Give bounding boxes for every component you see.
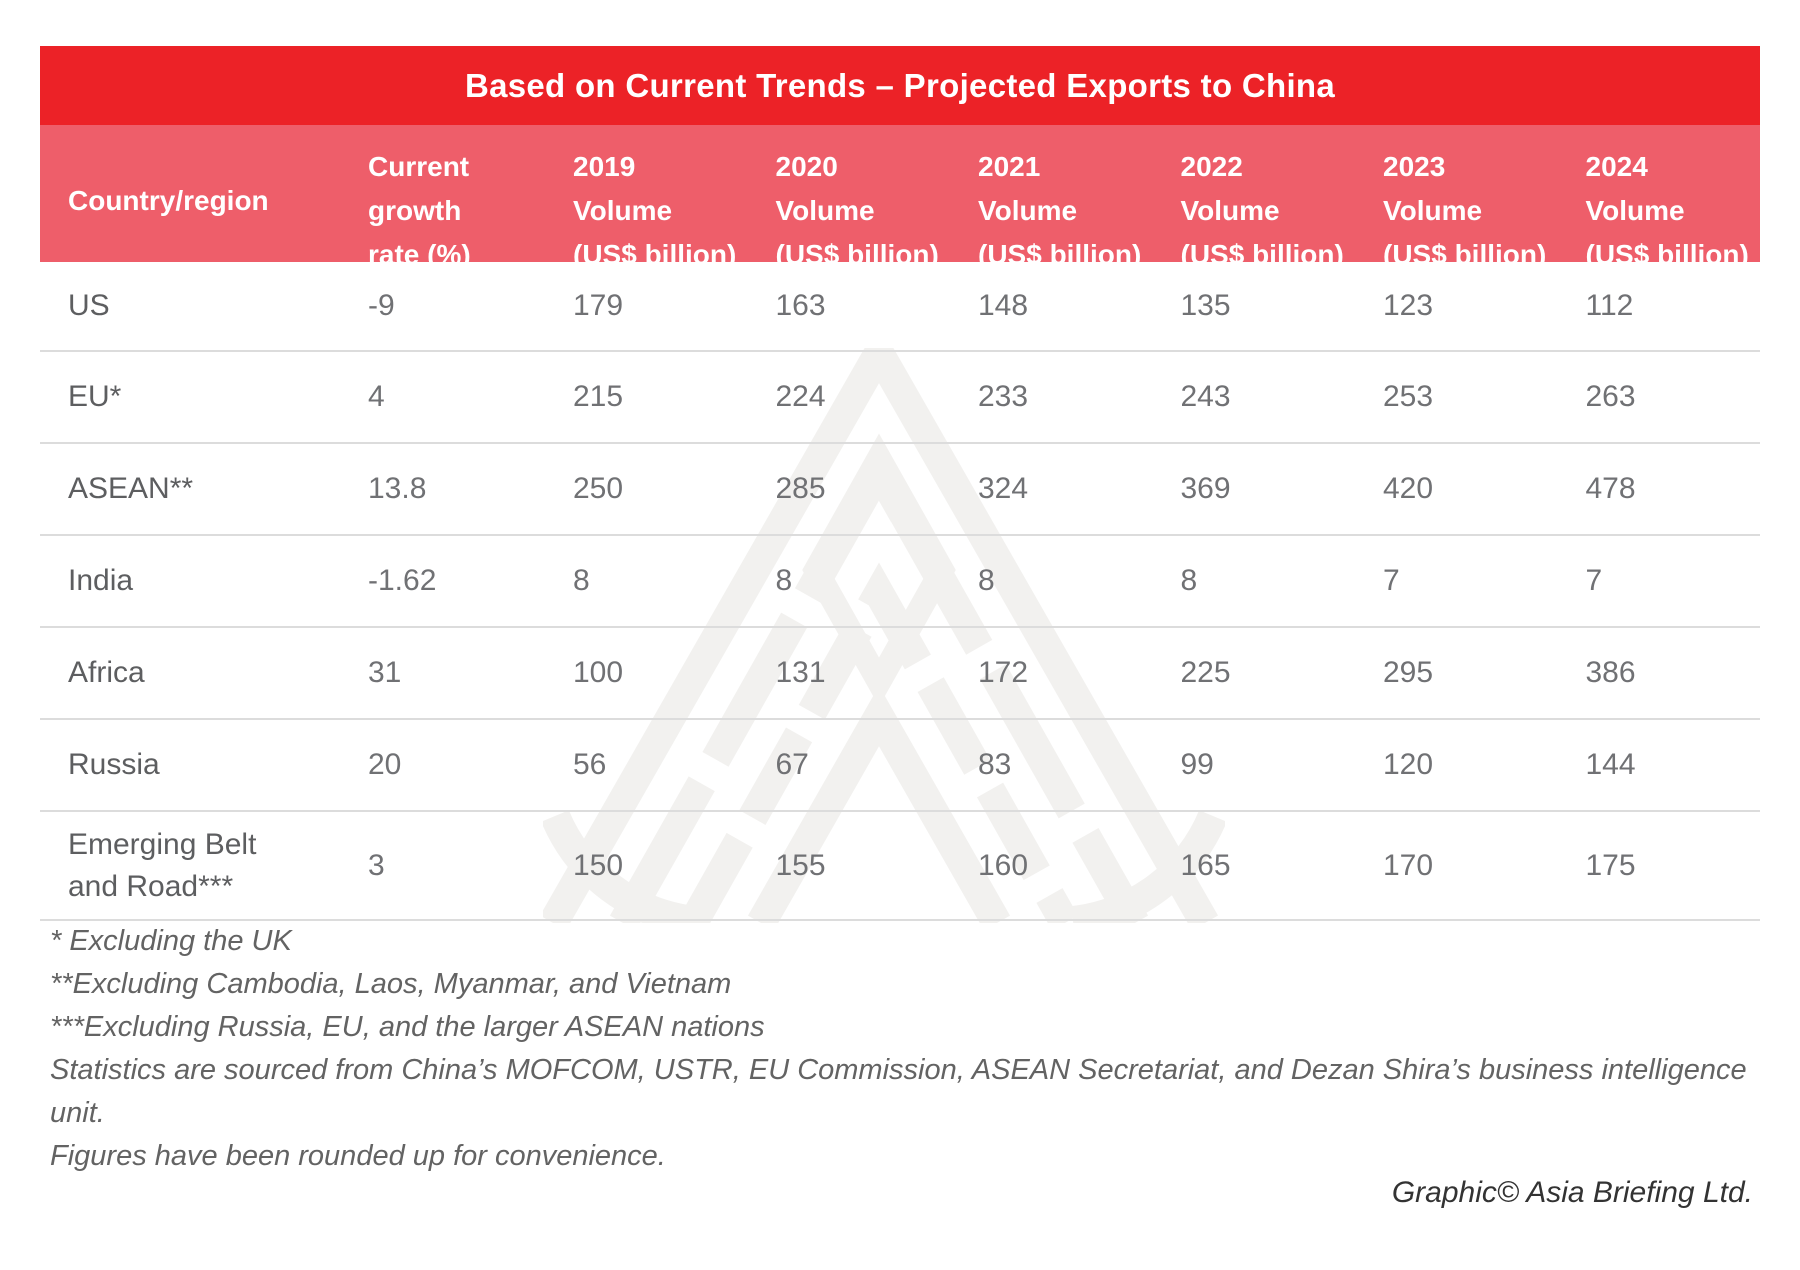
footnote: Figures have been rounded up for conveni… — [50, 1140, 666, 1172]
table-title: Based on Current Trends – Projected Expo… — [464, 66, 1336, 104]
volume-2024-cell: 7 — [1585, 564, 1603, 597]
growth-rate-cell: -1.62 — [368, 564, 437, 597]
volume-2023-cell: 420 — [1383, 472, 1434, 505]
header-growth-rate: Current growth rate (%) — [368, 151, 471, 270]
volume-2024-cell: 386 — [1585, 656, 1636, 689]
volume-2022-cell: 99 — [1180, 748, 1214, 781]
growth-rate-cell: 3 — [368, 848, 385, 882]
header-2019-volume: 2019 Volume (US$ billion) — [573, 151, 737, 270]
table-row: US -9 179 163 148 135 123 112 — [40, 262, 1760, 352]
volume-2023-cell: 170 — [1383, 848, 1434, 882]
volume-2021-cell: 83 — [978, 748, 1012, 781]
volume-2019-cell: 250 — [573, 472, 624, 505]
table-row: Emerging Belt and Road*** 3 150 155 160 … — [40, 812, 1760, 921]
volume-2019-cell: 150 — [573, 848, 624, 882]
volume-2019-cell: 179 — [573, 289, 624, 322]
asia-briefing-watermark-logo — [543, 348, 1225, 923]
graphic-credit: Graphic© Asia Briefing Ltd. — [1391, 1176, 1753, 1209]
volume-2019-cell: 215 — [573, 380, 624, 413]
volume-2023-cell: 120 — [1383, 748, 1434, 781]
table-row: EU* 4 215 224 233 243 253 263 — [40, 352, 1760, 444]
footnote: * Excluding the UK — [50, 925, 292, 957]
header-2023-volume: 2023 Volume (US$ billion) — [1383, 151, 1547, 270]
volume-2021-cell: 233 — [978, 380, 1029, 413]
volume-2020-cell: 8 — [775, 564, 793, 597]
table-row: India -1.62 8 8 8 8 7 7 — [40, 536, 1760, 628]
volume-2022-cell: 165 — [1180, 848, 1231, 882]
volume-2021-cell: 8 — [978, 564, 995, 597]
table-title-bar: Based on Current Trends – Projected Expo… — [40, 46, 1760, 125]
region-cell: ASEAN** — [68, 472, 194, 505]
volume-2020-cell: 67 — [775, 748, 809, 781]
header-2021-volume: 2021 Volume (US$ billion) — [978, 151, 1142, 270]
volume-2020-cell: 131 — [775, 656, 826, 689]
region-cell: Russia — [68, 748, 160, 781]
volume-2023-cell: 253 — [1383, 380, 1434, 413]
volume-2024-cell: 144 — [1585, 748, 1636, 781]
growth-rate-cell: 31 — [368, 656, 402, 689]
footnote: Statistics are sourced from China’s MOFC… — [50, 1054, 1747, 1129]
volume-2022-cell: 8 — [1180, 564, 1198, 597]
footnote: **Excluding Cambodia, Laos, Myanmar, and… — [50, 968, 732, 1000]
volume-2024-cell: 112 — [1585, 289, 1634, 322]
volume-2021-cell: 148 — [978, 289, 1029, 322]
volume-2020-cell: 163 — [775, 289, 826, 322]
volume-2023-cell: 295 — [1383, 656, 1434, 689]
volume-2020-cell: 224 — [775, 380, 826, 413]
volume-2020-cell: 155 — [775, 848, 826, 882]
volume-2019-cell: 56 — [573, 748, 607, 781]
growth-rate-cell: -9 — [368, 289, 395, 322]
table-row: ASEAN** 13.8 250 285 324 369 420 478 — [40, 444, 1760, 536]
volume-2022-cell: 243 — [1180, 380, 1231, 413]
volume-2021-cell: 324 — [978, 472, 1029, 505]
volume-2024-cell: 175 — [1585, 848, 1636, 882]
region-cell: India — [68, 564, 134, 597]
growth-rate-cell: 4 — [368, 380, 385, 413]
header-2024-volume: 2024 Volume (US$ billion) — [1585, 151, 1749, 270]
volume-2020-cell: 285 — [775, 472, 826, 505]
volume-2021-cell: 172 — [978, 656, 1029, 689]
footnote: ***Excluding Russia, EU, and the larger … — [50, 1011, 765, 1043]
volume-2022-cell: 225 — [1180, 656, 1231, 689]
header-2020-volume: 2020 Volume (US$ billion) — [775, 151, 939, 270]
growth-rate-cell: 20 — [368, 748, 402, 781]
volume-2024-cell: 263 — [1585, 380, 1636, 413]
region-cell: Africa — [68, 656, 145, 689]
header-country-region: Country/region — [68, 185, 269, 216]
region-cell: US — [68, 289, 110, 322]
volume-2019-cell: 8 — [573, 564, 590, 597]
growth-rate-cell: 13.8 — [368, 472, 427, 505]
header-2022-volume: 2022 Volume (US$ billion) — [1180, 151, 1344, 270]
volume-2021-cell: 160 — [978, 848, 1029, 882]
volume-2024-cell: 478 — [1585, 472, 1636, 505]
projected-exports-table: Based on Current Trends – Projected Expo… — [40, 46, 1760, 921]
footnotes-block: * Excluding the UK **Excluding Cambodia,… — [50, 920, 1800, 1178]
table-row: Russia 20 56 67 83 99 120 144 — [40, 720, 1760, 812]
region-cell: Emerging Belt and Road*** — [68, 827, 257, 903]
volume-2023-cell: 123 — [1383, 289, 1434, 322]
region-cell: EU* — [68, 380, 122, 413]
table-header-row: Country/region Current growth rate (%) 2… — [40, 125, 1760, 270]
table-body: US -9 179 163 148 135 123 112 EU* 4 215 … — [40, 262, 1760, 921]
volume-2023-cell: 7 — [1383, 564, 1400, 597]
volume-2022-cell: 135 — [1180, 289, 1231, 322]
volume-2019-cell: 100 — [573, 656, 624, 689]
volume-2022-cell: 369 — [1180, 472, 1231, 505]
table-row: Africa 31 100 131 172 225 295 386 — [40, 628, 1760, 720]
